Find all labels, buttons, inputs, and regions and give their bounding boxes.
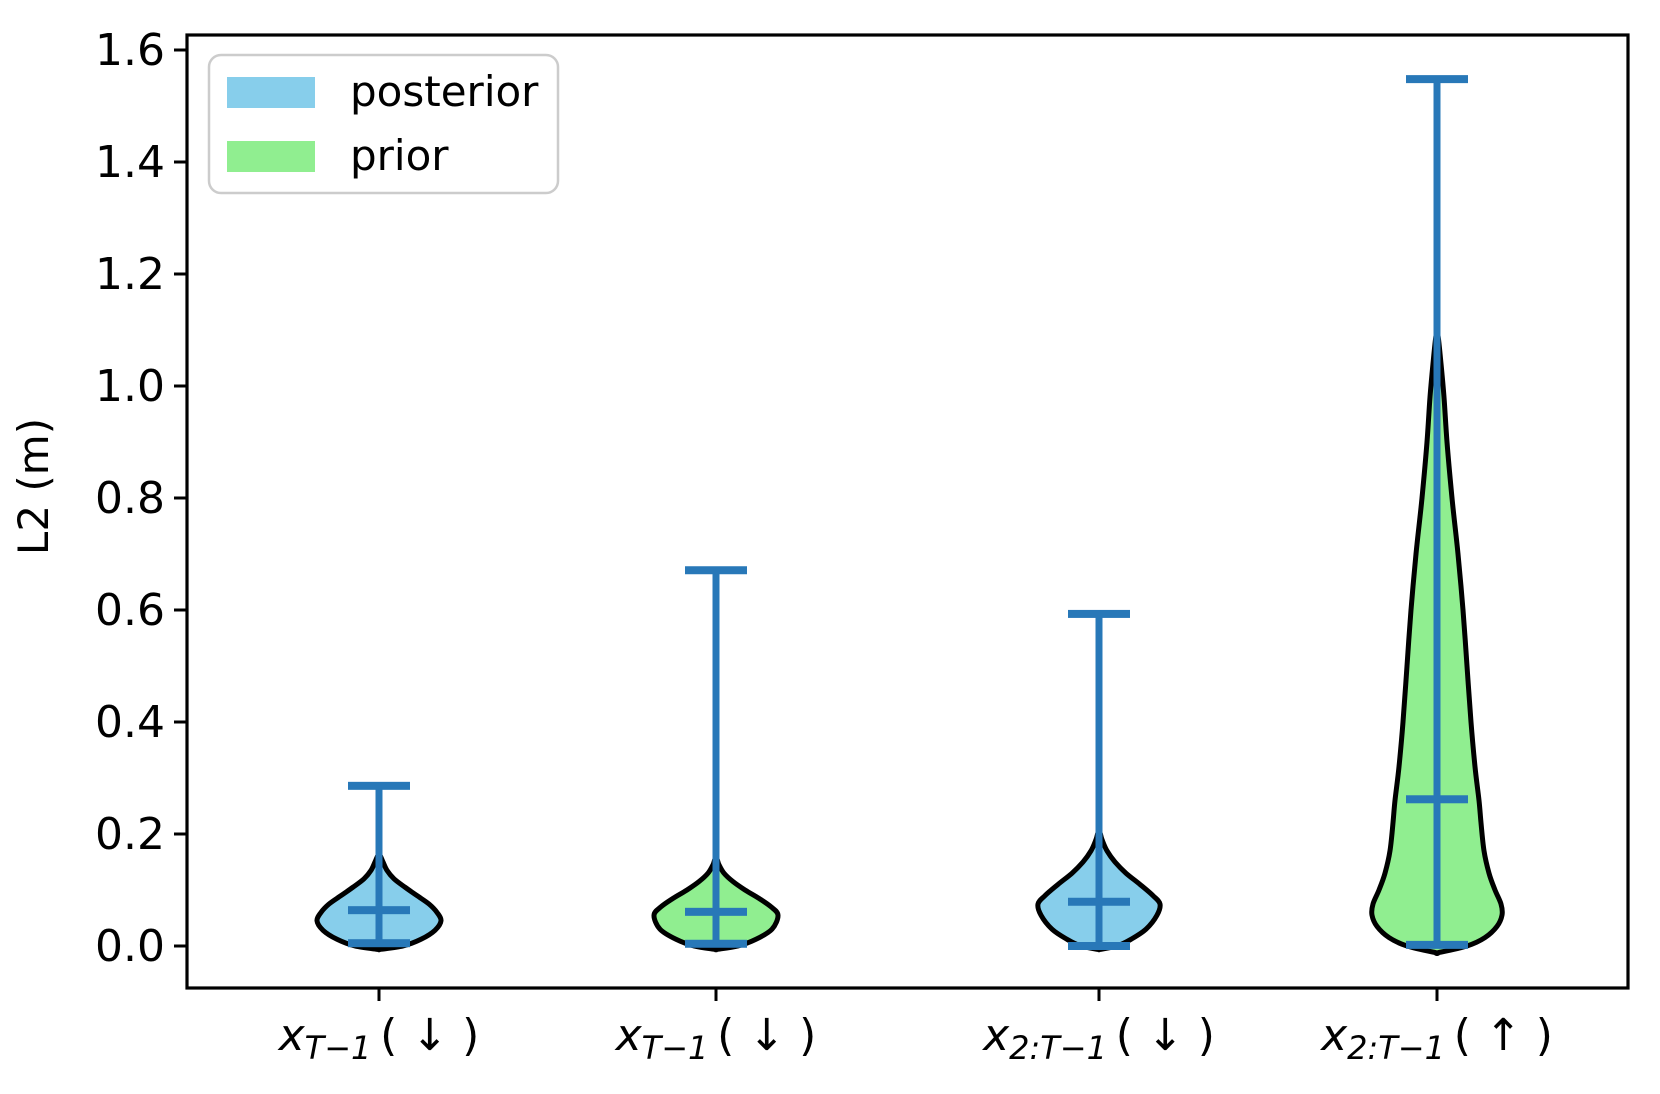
legend-swatch-posterior: [227, 77, 315, 108]
whisker-min-cap: [685, 939, 747, 948]
legend: posterior prior: [207, 53, 560, 195]
y-tick-label: 0.0: [95, 921, 165, 972]
x-tick-label: x2:T−1 ( ↓ ): [981, 1010, 1215, 1067]
median-bar: [685, 907, 747, 916]
plot-area: [314, 75, 1505, 957]
y-axis-label: L2 (m): [9, 418, 58, 555]
y-tick-label: 0.4: [95, 697, 165, 748]
x-tick-label: xT−1 ( ↓ ): [614, 1010, 817, 1067]
y-tick-label: 1.4: [95, 137, 165, 188]
median-bar: [348, 906, 410, 915]
violin-2-prior: [651, 566, 781, 953]
legend-label-posterior: posterior: [350, 67, 539, 116]
median-bar: [1068, 897, 1130, 906]
legend-label-prior: prior: [350, 131, 449, 180]
violin-3-posterior: [1035, 609, 1163, 953]
whisker-max-cap: [685, 566, 747, 575]
x-tick-label: x2:T−1 ( ↑ ): [1319, 1010, 1553, 1067]
violin-1-posterior: [314, 781, 444, 953]
whisker-min-cap: [348, 939, 410, 948]
whisker-max-cap: [348, 781, 410, 790]
y-tick-label: 1.2: [95, 249, 165, 300]
violin-4-prior: [1369, 75, 1505, 957]
legend-swatch-prior: [227, 141, 315, 172]
whisker-max-cap: [1068, 609, 1130, 618]
x-tick-label: xT−1 ( ↓ ): [277, 1010, 480, 1067]
whisker-min-cap: [1406, 940, 1468, 949]
y-tick-label: 0.2: [95, 809, 165, 860]
y-tick-label: 0.6: [95, 585, 165, 636]
y-tick-label: 0.8: [95, 473, 165, 524]
median-bar: [1406, 795, 1468, 804]
whisker-max-cap: [1406, 75, 1468, 84]
y-tick-label: 1.0: [95, 361, 165, 412]
whisker-min-cap: [1068, 942, 1130, 950]
y-tick-label: 1.6: [95, 25, 165, 76]
axes-spines: [185, 33, 1630, 990]
axes: 0.0 0.2 0.4 0.6 0.8 1.0 1.2 1.4 1.6 L2 (m) xT−1 ( …: [9, 25, 1630, 1067]
